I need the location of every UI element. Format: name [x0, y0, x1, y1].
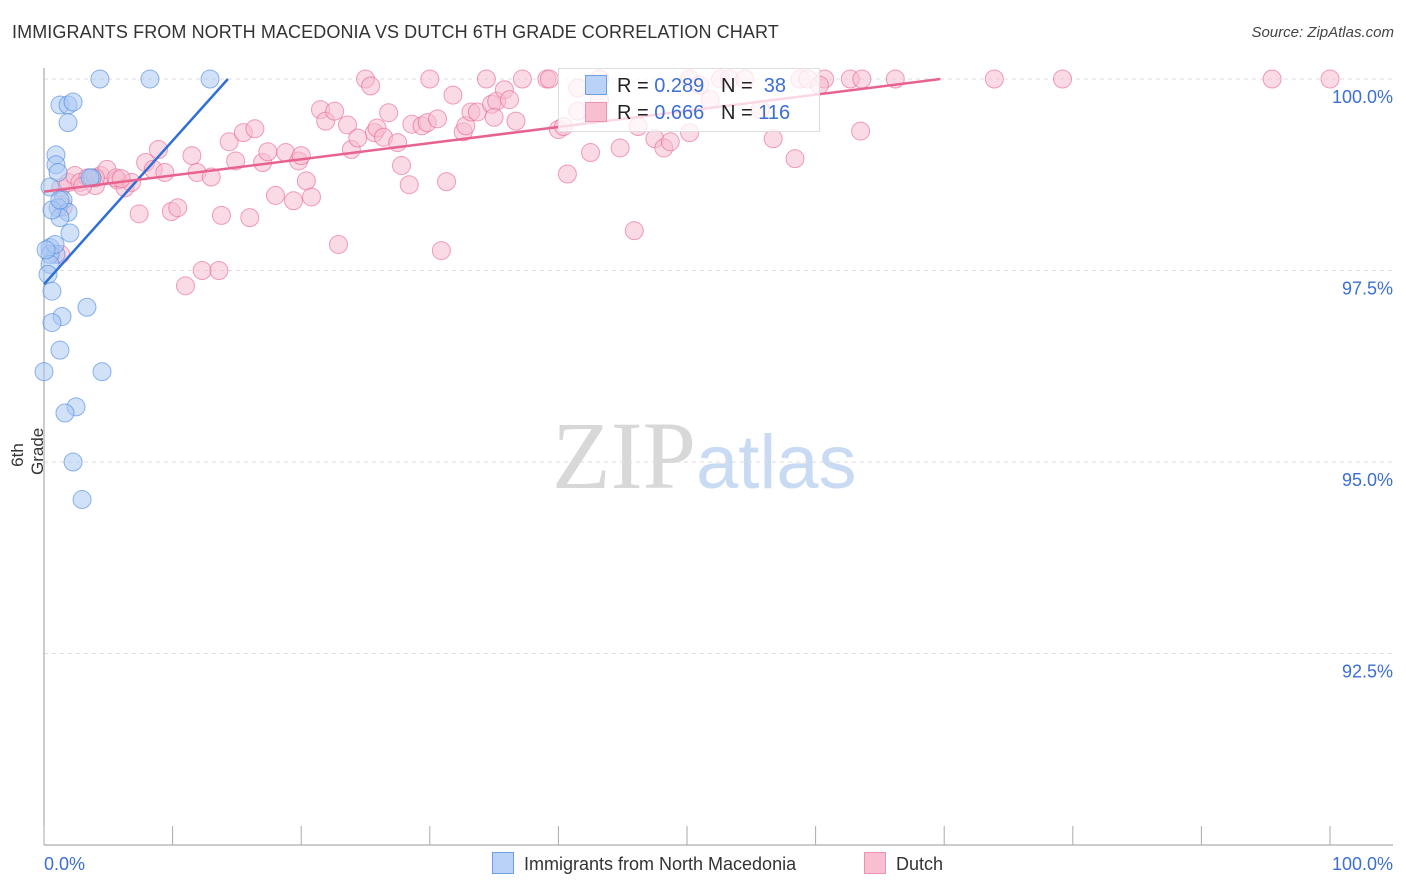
data-point-dutch — [484, 107, 504, 127]
data-point-dutch — [291, 146, 311, 166]
data-point-dutch — [148, 139, 168, 159]
r-value: 0.289 — [654, 75, 705, 97]
data-point-dutch — [168, 198, 188, 218]
data-point-dutch — [155, 162, 175, 182]
data-point-dutch — [211, 205, 231, 225]
data-point-macedonia — [92, 362, 112, 382]
stats-legend: R = 0.289 N = 38 R = 0.666 N = 116 — [558, 68, 820, 132]
data-point-dutch — [201, 167, 221, 187]
data-point-macedonia — [140, 69, 160, 89]
data-point-dutch — [506, 111, 526, 131]
data-point-dutch — [301, 187, 321, 207]
data-point-dutch — [258, 142, 278, 162]
data-point-dutch — [539, 69, 559, 89]
y-tick-label: 95.0% — [1342, 470, 1393, 490]
data-point-dutch — [984, 69, 1004, 89]
chart-title: IMMIGRANTS FROM NORTH MACEDONIA VS DUTCH… — [12, 22, 779, 42]
data-point-macedonia — [42, 281, 62, 301]
data-point-macedonia — [63, 92, 83, 112]
data-point-dutch — [240, 208, 260, 228]
data-point-dutch — [443, 85, 463, 105]
data-point-dutch — [226, 151, 246, 171]
data-point-dutch — [392, 156, 412, 176]
data-point-dutch — [182, 146, 202, 166]
x-tick-label: 0.0% — [44, 854, 85, 874]
data-point-dutch — [348, 128, 368, 148]
data-point-dutch — [1320, 69, 1340, 89]
data-point-macedonia — [50, 190, 70, 210]
y-tick-label: 97.5% — [1342, 279, 1393, 299]
data-point-dutch — [175, 276, 195, 296]
data-point-macedonia — [36, 240, 56, 260]
data-point-dutch — [129, 204, 149, 224]
data-point-dutch — [851, 121, 871, 141]
trend-line-macedonia — [43, 78, 229, 286]
chart-source: Source: ZipAtlas.com — [1251, 24, 1394, 41]
data-point-dutch — [610, 138, 630, 158]
data-point-macedonia — [55, 403, 75, 423]
data-point-macedonia — [63, 452, 83, 472]
watermark-zip: ZIP — [552, 402, 696, 509]
data-point-dutch — [557, 164, 577, 184]
data-point-macedonia — [72, 490, 92, 510]
data-point-macedonia — [77, 297, 97, 317]
data-point-dutch — [512, 69, 532, 89]
data-point-dutch — [209, 261, 229, 280]
data-point-dutch — [283, 191, 303, 211]
legend-swatch-pink — [864, 852, 886, 874]
data-point-dutch — [437, 172, 457, 192]
data-point-dutch — [428, 109, 448, 129]
data-point-dutch — [785, 149, 805, 169]
data-point-dutch — [476, 69, 496, 89]
data-point-dutch — [379, 103, 399, 123]
data-point-dutch — [265, 185, 285, 205]
x-tick-label: 100.0% — [1332, 854, 1393, 874]
n-value: 38 — [763, 75, 787, 97]
data-point-macedonia — [90, 69, 110, 89]
data-point-macedonia — [48, 162, 68, 182]
data-point-dutch — [1053, 69, 1073, 89]
stats-row-dutch: R = 0.666 N = 116 — [585, 102, 790, 125]
data-point-macedonia — [60, 223, 80, 243]
legend-swatch-blue — [492, 852, 514, 874]
data-point-dutch — [420, 69, 440, 89]
data-point-dutch — [660, 132, 680, 152]
data-point-macedonia — [42, 313, 62, 333]
r-value: 0.666 — [654, 102, 705, 124]
data-point-macedonia — [50, 340, 70, 360]
data-point-dutch — [763, 129, 783, 149]
data-point-dutch — [852, 69, 872, 89]
stats-row-macedonia: R = 0.289 N = 38 — [585, 75, 786, 98]
data-point-dutch — [399, 175, 419, 195]
data-point-macedonia — [58, 113, 78, 133]
data-point-dutch — [325, 101, 345, 121]
data-point-dutch — [1262, 69, 1282, 89]
data-point-dutch — [328, 234, 348, 254]
y-tick-label: 100.0% — [1332, 87, 1393, 107]
data-point-dutch — [500, 90, 520, 110]
data-point-dutch — [581, 143, 601, 163]
data-point-dutch — [192, 261, 212, 280]
data-point-dutch — [111, 169, 131, 189]
legend-label: Dutch — [896, 854, 944, 874]
data-point-dutch — [337, 115, 357, 135]
data-point-dutch — [361, 76, 381, 96]
data-point-dutch — [219, 132, 239, 152]
data-point-macedonia — [200, 69, 220, 89]
data-point-dutch — [296, 171, 316, 191]
legend-label: Immigrants from North Macedonia — [524, 854, 797, 874]
n-value: 116 — [758, 102, 791, 124]
legend-item-macedonia[interactable]: Immigrants from North Macedonia — [492, 852, 796, 875]
legend-swatch-pink — [585, 102, 607, 122]
data-point-dutch — [245, 119, 265, 139]
data-point-dutch — [624, 221, 644, 241]
legend-item-dutch[interactable]: Dutch — [864, 852, 943, 875]
legend-swatch-blue — [585, 75, 607, 95]
y-tick-label: 92.5% — [1342, 662, 1393, 682]
data-point-dutch — [431, 241, 451, 261]
data-point-macedonia — [34, 362, 54, 382]
